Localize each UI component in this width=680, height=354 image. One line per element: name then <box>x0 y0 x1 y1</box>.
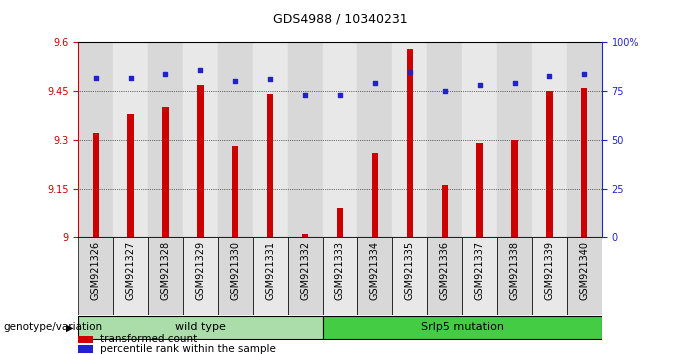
Bar <box>462 42 497 237</box>
Bar <box>462 237 497 315</box>
Point <box>265 76 275 82</box>
Bar <box>113 42 148 237</box>
Text: transformed count: transformed count <box>101 335 198 344</box>
Bar <box>427 42 462 237</box>
Bar <box>78 316 322 338</box>
Bar <box>267 95 273 237</box>
Text: GSM921331: GSM921331 <box>265 241 275 300</box>
Text: percentile rank within the sample: percentile rank within the sample <box>101 344 276 354</box>
Bar <box>407 49 413 237</box>
Text: GSM921327: GSM921327 <box>126 241 135 300</box>
Point <box>90 75 101 80</box>
Text: GSM921334: GSM921334 <box>370 241 380 300</box>
Text: wild type: wild type <box>175 322 226 332</box>
Bar <box>477 143 483 237</box>
Bar <box>441 185 448 237</box>
Text: genotype/variation: genotype/variation <box>3 322 103 332</box>
Bar <box>532 42 567 237</box>
Bar <box>183 237 218 315</box>
Bar <box>322 42 358 237</box>
Bar <box>288 42 322 237</box>
Bar <box>127 114 134 237</box>
Text: GSM921326: GSM921326 <box>90 241 101 300</box>
Text: ▶: ▶ <box>66 322 73 332</box>
Bar <box>78 345 92 353</box>
Point <box>300 92 311 98</box>
Bar <box>427 237 462 315</box>
Bar <box>232 146 239 237</box>
Bar <box>92 133 99 237</box>
Bar <box>78 336 92 343</box>
Bar <box>288 237 322 315</box>
Bar <box>497 237 532 315</box>
Text: GSM921336: GSM921336 <box>440 241 449 300</box>
Bar <box>163 107 169 237</box>
Bar <box>218 237 253 315</box>
Text: GSM921338: GSM921338 <box>509 241 520 300</box>
Text: GSM921330: GSM921330 <box>231 241 240 300</box>
Bar <box>183 42 218 237</box>
Text: GSM921339: GSM921339 <box>545 241 554 300</box>
Point <box>439 88 450 94</box>
Text: GSM921340: GSM921340 <box>579 241 590 300</box>
Point <box>125 75 136 80</box>
Text: GSM921335: GSM921335 <box>405 241 415 300</box>
Bar <box>392 42 427 237</box>
Point <box>405 69 415 74</box>
Text: GSM921329: GSM921329 <box>195 241 205 300</box>
Bar <box>148 42 183 237</box>
Bar <box>78 42 113 237</box>
Bar <box>497 42 532 237</box>
Bar <box>322 316 602 338</box>
Bar <box>358 42 392 237</box>
Point <box>195 67 206 73</box>
Bar <box>302 234 308 237</box>
Bar <box>113 237 148 315</box>
Point <box>230 79 241 84</box>
Text: GSM921333: GSM921333 <box>335 241 345 300</box>
Bar <box>337 208 343 237</box>
Bar <box>78 237 113 315</box>
Text: GSM921332: GSM921332 <box>300 241 310 300</box>
Text: Srlp5 mutation: Srlp5 mutation <box>421 322 504 332</box>
Point <box>544 73 555 78</box>
Point <box>160 71 171 76</box>
Point <box>509 80 520 86</box>
Bar <box>218 42 253 237</box>
Point <box>579 71 590 76</box>
Bar <box>532 237 567 315</box>
Bar <box>253 237 288 315</box>
Text: GSM921337: GSM921337 <box>475 241 485 300</box>
Text: GSM921328: GSM921328 <box>160 241 171 300</box>
Bar <box>581 88 588 237</box>
Point <box>369 80 380 86</box>
Bar <box>322 237 358 315</box>
Bar <box>197 85 203 237</box>
Bar <box>567 42 602 237</box>
Text: GDS4988 / 10340231: GDS4988 / 10340231 <box>273 12 407 25</box>
Bar <box>372 153 378 237</box>
Bar <box>358 237 392 315</box>
Bar <box>567 237 602 315</box>
Bar <box>253 42 288 237</box>
Bar <box>148 237 183 315</box>
Bar <box>392 237 427 315</box>
Bar <box>511 140 517 237</box>
Point <box>335 92 345 98</box>
Bar <box>546 91 553 237</box>
Point <box>474 82 485 88</box>
